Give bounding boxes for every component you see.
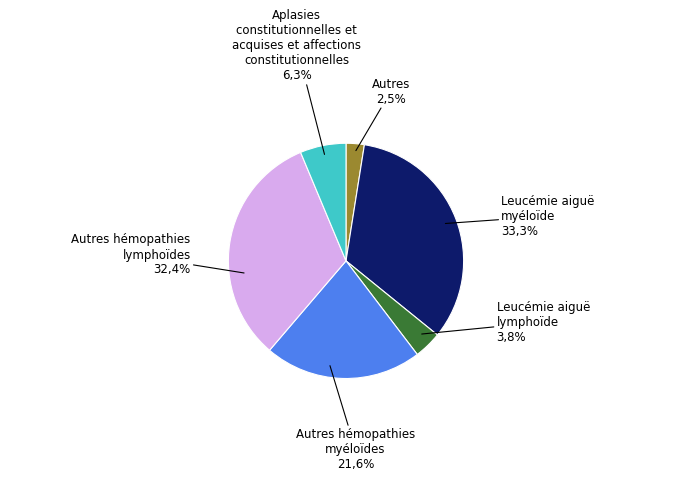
Text: Autres
2,5%: Autres 2,5% [356,78,410,151]
Wedge shape [346,261,437,354]
Text: Autres hémopathies
myéloïdes
21,6%: Autres hémopathies myéloïdes 21,6% [295,366,415,471]
Wedge shape [300,143,346,261]
Text: Leucémie aiguë
lymphoïde
3,8%: Leucémie aiguë lymphoïde 3,8% [421,300,590,344]
Text: Autres hémopathies
lymphoïdes
32,4%: Autres hémopathies lymphoïdes 32,4% [71,233,244,276]
Wedge shape [270,261,417,379]
Wedge shape [346,143,365,261]
Wedge shape [346,144,464,335]
Text: Leucémie aiguë
myéloïde
33,3%: Leucémie aiguë myéloïde 33,3% [446,195,594,238]
Wedge shape [228,152,346,350]
Text: Aplasies
constitutionnelles et
acquises et affections
constitutionnelles
6,3%: Aplasies constitutionnelles et acquises … [232,9,361,155]
